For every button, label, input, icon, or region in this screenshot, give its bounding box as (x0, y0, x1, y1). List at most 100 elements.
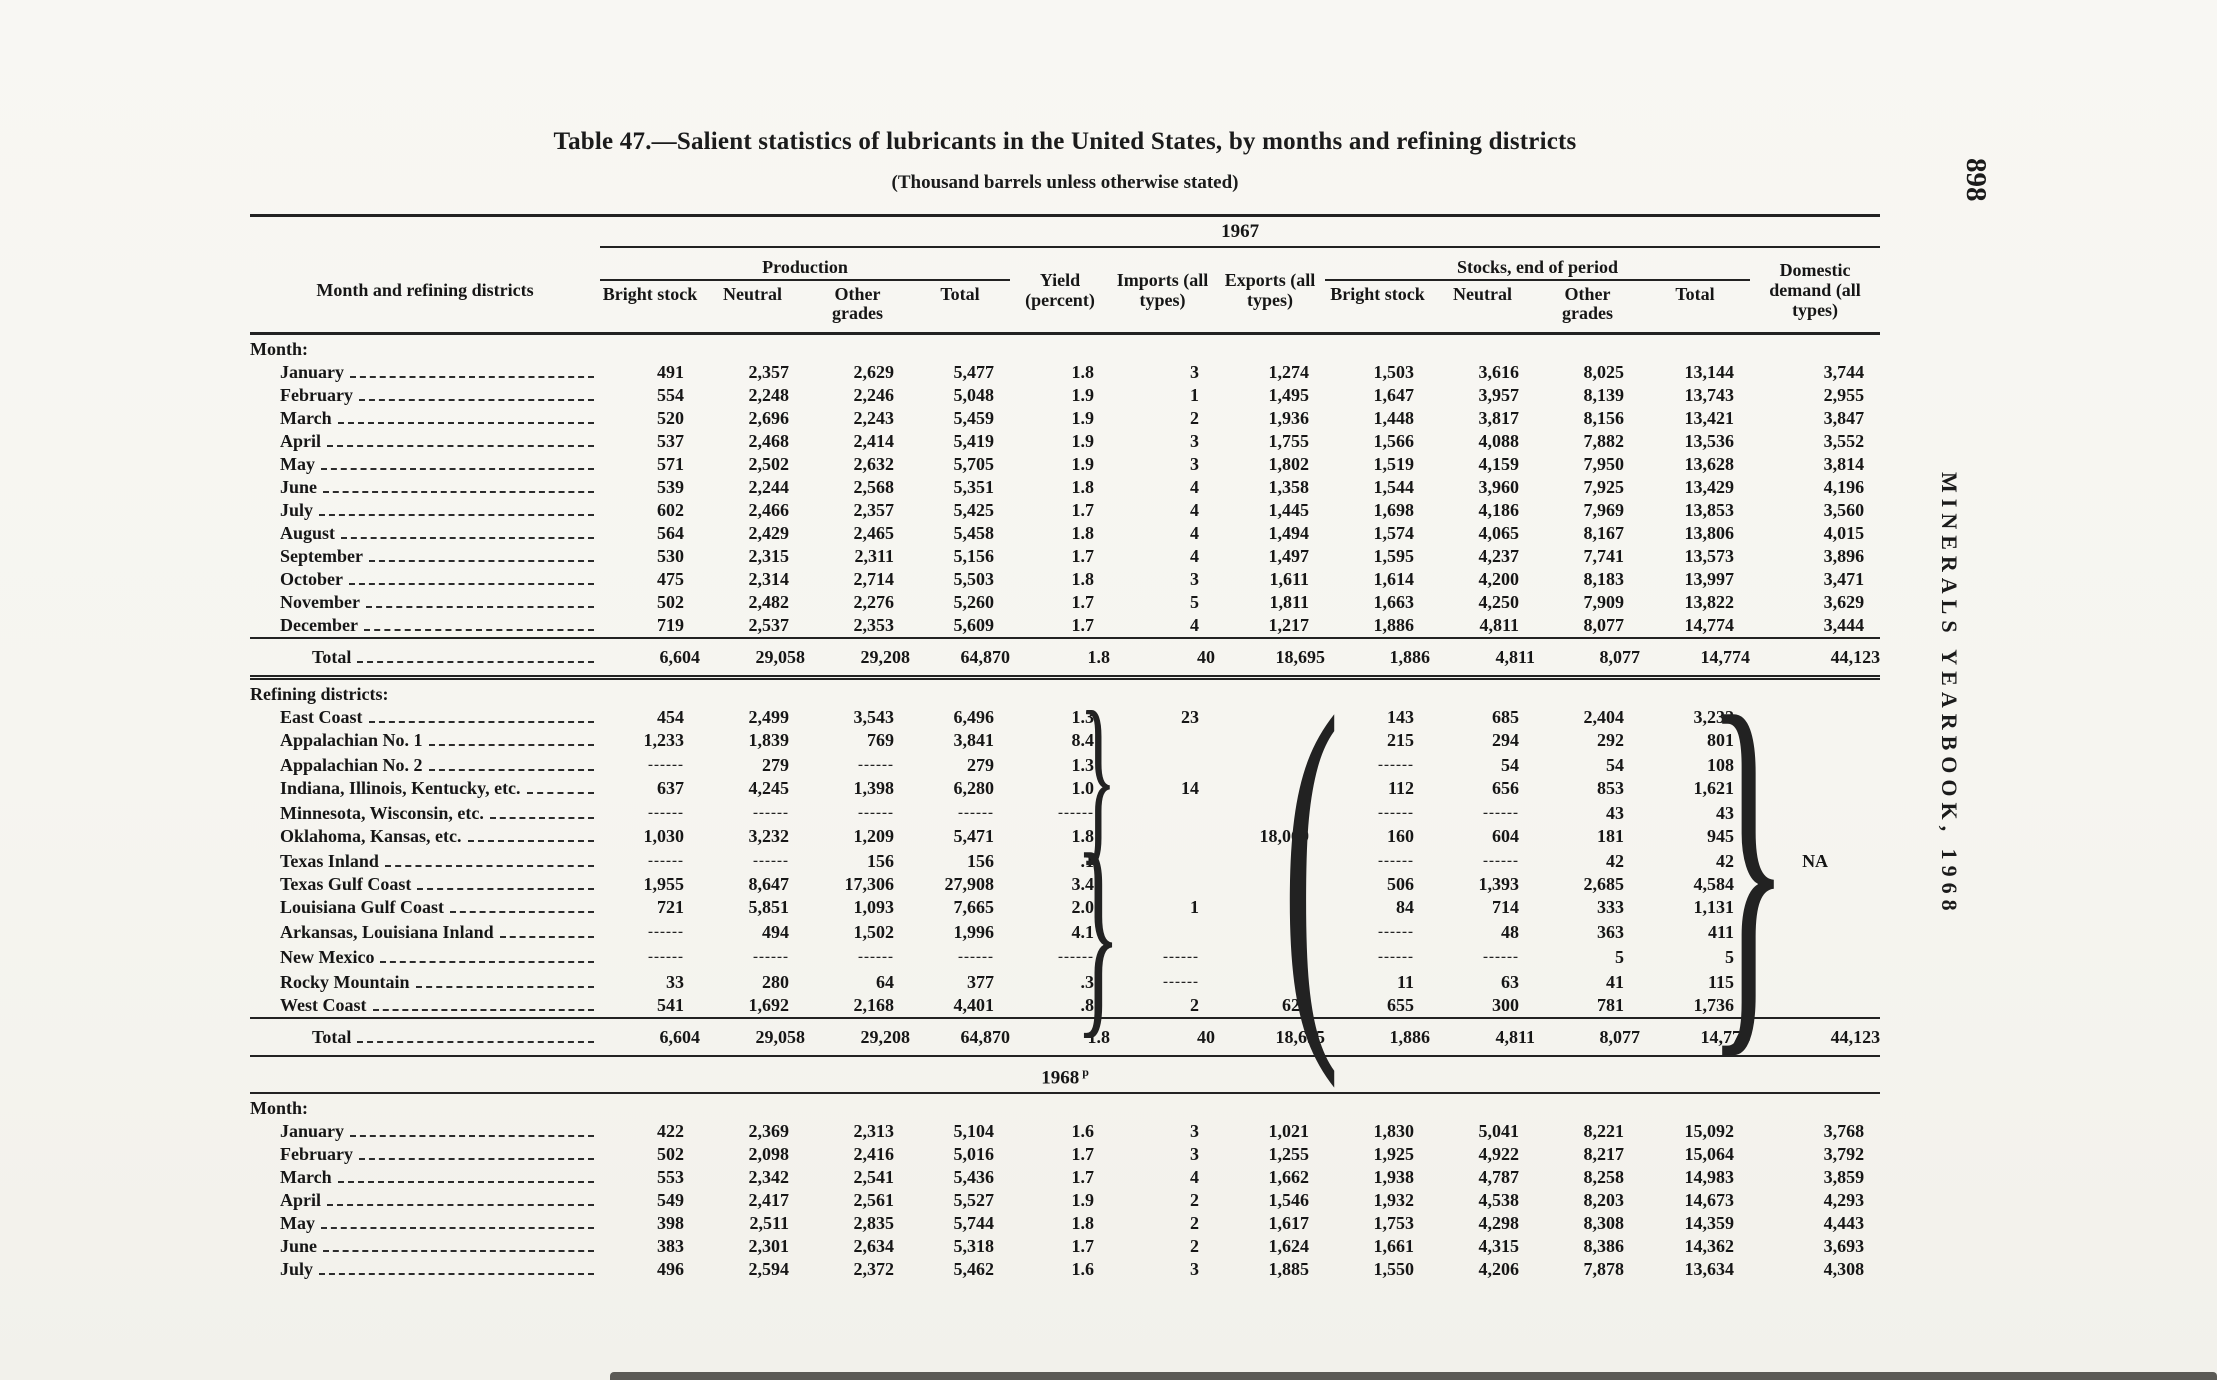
month-1967-row: April 537 2,468 2,414 5,419 1.9 3 1,755 1,566 4,0… (250, 430, 1880, 453)
table-cell: 2,315 (748, 546, 790, 566)
row-label-cell: June (250, 1235, 600, 1258)
table-cell: 719 (657, 615, 684, 635)
table-cell: 4 (1190, 477, 1199, 497)
table-cell: 8,025 (1583, 362, 1625, 382)
table-cell: 7,882 (1583, 431, 1625, 451)
table-cell: 5,744 (953, 1213, 995, 1234)
table-cell: 537 (657, 431, 684, 451)
month-1967-row: September 530 2,315 2,311 5,156 1.7 4 1,497 1,59… (250, 545, 1880, 568)
col-group-production: Production (600, 247, 1010, 281)
table-cell: 656 (1492, 778, 1519, 798)
table-cell: ------ (648, 949, 684, 965)
table-cell: ------ (648, 853, 684, 869)
table-cell: 1.3 (1071, 755, 1095, 775)
table-cell: 549 (657, 1190, 684, 1211)
table-cell: 6,280 (953, 778, 995, 798)
table-cell: 8,258 (1583, 1167, 1625, 1188)
table-cell: 3,847 (1823, 408, 1865, 428)
stub-spacer (250, 214, 600, 247)
table-cell: 2,629 (853, 362, 895, 382)
table-cell: 4,538 (1478, 1190, 1520, 1211)
table-cell: 491 (657, 362, 684, 382)
table-cell: 3,552 (1823, 431, 1865, 451)
table-cell: 1,445 (1268, 500, 1310, 520)
table-cell: 2,429 (748, 523, 790, 543)
table-cell (1110, 800, 1215, 825)
table-cell: 7,969 (1583, 500, 1625, 520)
table-cell: 14,774 (1640, 637, 1750, 680)
table-cell: ------ (753, 853, 789, 869)
table-cell: 5,260 (953, 592, 995, 612)
table-cell: 1.7 (1071, 500, 1095, 520)
table-cell: 5,851 (748, 897, 790, 917)
row-label-cell: Minnesota, Wisconsin, etc. (250, 800, 600, 825)
table-cell: 1.8 (1071, 523, 1095, 543)
month-1968-row: March 553 2,342 2,541 5,436 1.7 4 1,662 1,938 4,7… (250, 1166, 1880, 1189)
table-cell: 1,274 (1268, 362, 1310, 382)
table-cell: NA (1802, 851, 1829, 871)
table-cell: 2,696 (748, 408, 790, 428)
month-1968-row: April 549 2,417 2,561 5,527 1.9 2 1,546 1,932 4,5… (250, 1189, 1880, 1212)
table-cell: ------ (648, 757, 684, 773)
table-cell: 3 (1190, 431, 1199, 451)
row-label-cell: Texas Inland (250, 848, 600, 873)
table-cell: 15,064 (1684, 1144, 1735, 1165)
table-cell: 3,232 (1693, 707, 1735, 727)
district-row: Rocky Mountain 33 280 64 377 .3 ------ 11 63 41 11… (250, 969, 1880, 994)
table-cell: 1.9 (1071, 431, 1095, 451)
table-cell: 2,244 (748, 477, 790, 497)
table-cell: 1,398 (853, 778, 895, 798)
table-cell: 1 (1190, 897, 1199, 917)
table-cell: 1,886 (1325, 637, 1430, 680)
table-cell: 541 (657, 995, 684, 1015)
table-cell: 4,811 (1430, 1017, 1535, 1057)
table-cell (1110, 919, 1215, 944)
table-cell: 3,841 (953, 730, 995, 750)
book-side-label: MINERALS YEARBOOK, 1968 (1937, 472, 1962, 917)
table-cell: 2,342 (748, 1167, 790, 1188)
table-cell: 1.3 (1071, 707, 1095, 727)
table-cell: 280 (762, 972, 789, 992)
district-row: Indiana, Illinois, Kentucky, etc. 637 4,24… (250, 777, 1880, 800)
table-cell: 1,661 (1373, 1236, 1415, 1257)
table-cell: 5,419 (953, 431, 995, 451)
table-cell (1750, 706, 1880, 729)
section-label: Month: (250, 1098, 308, 1119)
table-cell: 714 (1492, 897, 1519, 917)
table-cell: 1.9 (1071, 1190, 1095, 1211)
table-cell: 496 (657, 1259, 684, 1280)
row-label-cell: Arkansas, Louisiana Inland (250, 919, 600, 944)
preliminary-superscript: p (1079, 1065, 1089, 1079)
table-cell: 1,621 (1693, 778, 1735, 798)
table-cell (1215, 969, 1325, 994)
table-cell: 29,208 (805, 1017, 910, 1057)
table-cell: ------ (1058, 805, 1094, 821)
table-cell: 2,511 (749, 1213, 789, 1234)
table-cell: 4,206 (1478, 1259, 1520, 1280)
table-cell (1215, 873, 1325, 896)
table-cell: 300 (1492, 995, 1519, 1015)
table-cell: 40 (1110, 637, 1215, 680)
table-cell: 2,357 (853, 500, 895, 520)
table-cell: 1.7 (1071, 615, 1095, 635)
table-cell: 13,421 (1684, 408, 1735, 428)
table-cell: 377 (967, 972, 994, 992)
table-cell: 502 (657, 1144, 684, 1165)
row-label-cell: Total (250, 637, 600, 680)
table-cell: 1,692 (748, 995, 790, 1015)
table-cell: 5,048 (953, 385, 995, 405)
table-cell: 11 (1396, 972, 1414, 992)
table-cell: 3 (1190, 1121, 1199, 1142)
table-cell: 4,159 (1478, 454, 1520, 474)
table-cell (1750, 969, 1880, 994)
table-cell: ------ (1483, 949, 1519, 965)
table-cell: 279 (967, 755, 994, 775)
table-cell: 1,753 (1373, 1213, 1415, 1234)
table-cell: ------ (1483, 853, 1519, 869)
col-group-stocks: Stocks, end of period (1325, 247, 1750, 281)
table-cell: 1,839 (748, 730, 790, 750)
district-row: Arkansas, Louisiana Inland ------ 494 1,502… (250, 919, 1880, 944)
table-cell: 2 (1190, 995, 1199, 1015)
table-cell: 1,647 (1373, 385, 1415, 405)
